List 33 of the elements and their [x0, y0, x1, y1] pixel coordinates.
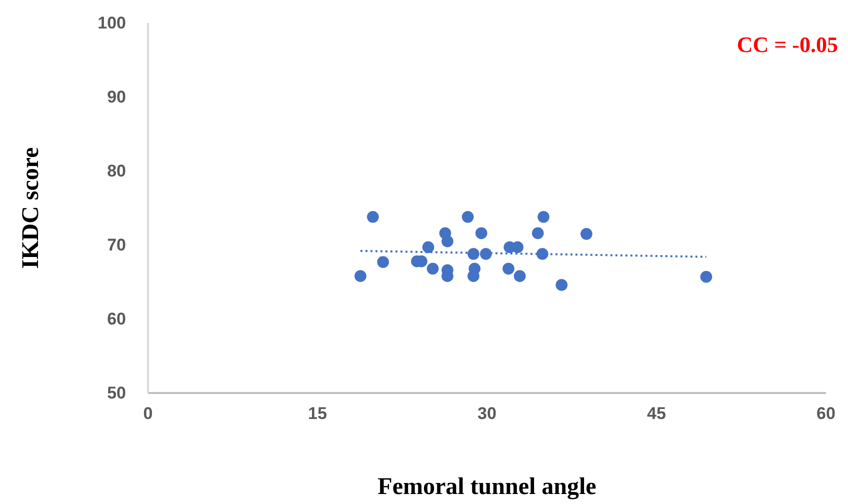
x-tick-label: 60	[816, 404, 836, 424]
point	[468, 248, 480, 260]
point	[468, 270, 480, 282]
point	[354, 270, 366, 282]
y-tick-label: 70	[107, 235, 126, 254]
point	[502, 262, 514, 275]
point	[480, 248, 492, 260]
y-tick-label: 60	[107, 309, 126, 328]
x-tick-label: 30	[478, 404, 496, 424]
y-tick-label: 90	[107, 87, 126, 106]
point	[422, 241, 434, 254]
point	[366, 210, 379, 223]
point	[475, 227, 488, 240]
x-tick-label: 45	[647, 404, 666, 424]
point	[377, 256, 389, 268]
point	[462, 210, 474, 223]
point	[442, 235, 454, 248]
point	[580, 228, 592, 240]
point	[514, 270, 526, 282]
point	[426, 262, 439, 275]
point	[532, 227, 544, 240]
annotation: CC = -0.05	[736, 32, 838, 57]
y-tick-label: 80	[107, 161, 126, 180]
point	[536, 248, 548, 260]
point	[538, 210, 550, 223]
x-tick-label: 15	[308, 404, 327, 424]
point	[556, 279, 568, 291]
y-tick-label: 100	[98, 13, 126, 32]
y-tick-label: 50	[107, 383, 126, 402]
y-axis-title: IKDC score	[18, 146, 44, 269]
x-axis-title: Femoral tunnel angle	[378, 474, 597, 500]
point	[700, 270, 712, 283]
x-tick-label: 0	[143, 404, 153, 424]
